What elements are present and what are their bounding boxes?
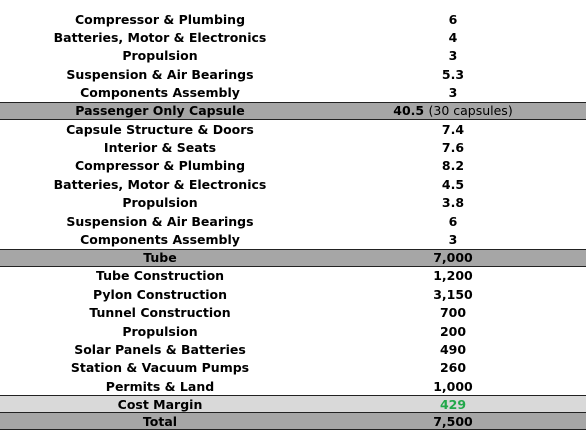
total-value: 7,500	[433, 413, 473, 429]
row-item-value: 7.4	[441, 121, 465, 137]
table-row: Propulsion 200	[0, 322, 586, 340]
table-row: Propulsion 3	[0, 47, 586, 65]
row-item-label: Tube Construction	[95, 268, 225, 284]
cost-margin-value: 429	[439, 396, 467, 412]
row-item-label: Pylon Construction	[93, 286, 227, 302]
table-row: Compressor & Plumbing 6	[0, 10, 586, 28]
cost-margin-row: Cost Margin 429	[0, 395, 586, 413]
table-row: Components Assembly 3	[0, 230, 586, 248]
section-header-tube: Tube 7,000	[0, 248, 586, 267]
table-row: Capsule Structure & Doors 7.4	[0, 120, 586, 138]
row-item-value: 490	[439, 341, 467, 357]
row-item-label: Interior & Seats	[103, 140, 217, 156]
row-item-label: Tunnel Construction	[89, 305, 231, 321]
table-row: Permits & Land 1,000	[0, 377, 586, 395]
table-row: Suspension & Air Bearings 6	[0, 212, 586, 230]
row-item-value: 4.5	[441, 176, 465, 192]
row-item-value: 1,200	[433, 268, 473, 284]
row-item-label: Permits & Land	[105, 378, 215, 394]
row-item-label: Batteries, Motor & Electronics	[53, 176, 267, 192]
row-item-value: 8.2	[441, 158, 465, 174]
row-item-value: 5.3	[441, 66, 465, 82]
total-row: Total 7,500	[0, 412, 586, 431]
table-row: Tunnel Construction 700	[0, 303, 586, 321]
table-row: Propulsion 3.8	[0, 194, 586, 212]
section-value: 7,000	[433, 250, 473, 266]
table-row: Interior & Seats 7.6	[0, 138, 586, 156]
row-item-label: Solar Panels & Batteries	[74, 341, 246, 357]
row-item-label: Suspension & Air Bearings	[66, 66, 254, 82]
section-value-note: (30 capsules)	[428, 103, 513, 119]
section-label: Passenger Only Capsule	[75, 103, 245, 119]
row-item-value: 6	[448, 213, 458, 229]
cost-margin-label: Cost Margin	[117, 396, 203, 412]
row-item-label: Batteries, Motor & Electronics	[53, 30, 267, 46]
row-item-label: Compressor & Plumbing	[74, 158, 246, 174]
section-label: Tube	[143, 250, 177, 266]
section-value-number: 40.5	[393, 103, 425, 119]
row-item-value: 200	[439, 323, 467, 339]
table-row: Compressor & Plumbing 8.2	[0, 157, 586, 175]
table-row: Batteries, Motor & Electronics 4	[0, 28, 586, 46]
row-item-value: 3	[448, 85, 458, 101]
table-row: Suspension & Air Bearings 5.3	[0, 65, 586, 83]
row-item-label: Capsule Structure & Doors	[66, 121, 254, 137]
row-item-value: 260	[439, 360, 467, 376]
row-item-label: Components Assembly	[80, 85, 240, 101]
cost-breakdown-table: Compressor & Plumbing 6 Batteries, Motor…	[0, 10, 586, 431]
row-item-value: 6	[448, 11, 458, 27]
row-item-label: Propulsion	[122, 48, 198, 64]
row-item-value: 1,000	[433, 378, 473, 394]
row-item-value: 700	[439, 305, 467, 321]
section-value: 40.5 (30 capsules)	[320, 103, 586, 118]
row-item-label: Compressor & Plumbing	[74, 11, 246, 27]
row-item-value: 7.6	[441, 140, 465, 156]
row-item-value: 4	[448, 30, 458, 46]
section-header-passenger-capsule: Passenger Only Capsule 40.5 (30 capsules…	[0, 101, 586, 120]
total-label: Total	[142, 413, 178, 429]
table-row: Pylon Construction 3,150	[0, 285, 586, 303]
row-item-value: 3	[448, 231, 458, 247]
row-item-label: Propulsion	[122, 323, 198, 339]
table-row: Solar Panels & Batteries 490	[0, 340, 586, 358]
row-item-value: 3.8	[441, 195, 465, 211]
row-item-label: Components Assembly	[80, 231, 240, 247]
row-item-value: 3	[448, 48, 458, 64]
table-row: Tube Construction 1,200	[0, 267, 586, 285]
row-item-label: Station & Vacuum Pumps	[70, 360, 250, 376]
table-row: Components Assembly 3	[0, 84, 586, 102]
row-item-label: Propulsion	[122, 195, 198, 211]
row-item-label: Suspension & Air Bearings	[66, 213, 254, 229]
table-row: Station & Vacuum Pumps 260	[0, 359, 586, 377]
row-item-value: 3,150	[433, 286, 473, 302]
table-row: Batteries, Motor & Electronics 4.5	[0, 175, 586, 193]
